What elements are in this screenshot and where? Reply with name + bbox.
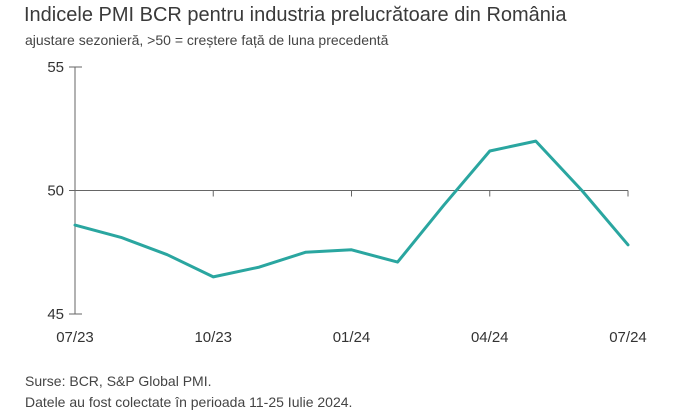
y-tick-label: 55 (47, 59, 64, 76)
x-tick-label: 01/24 (333, 329, 371, 346)
collection-period-note: Datele au fost colectate în perioada 11-… (25, 394, 353, 410)
x-tick-label: 04/24 (471, 329, 509, 346)
x-tick-label: 07/23 (56, 329, 94, 346)
pmi-series-line (73, 139, 630, 279)
x-tick-label: 10/23 (194, 329, 232, 346)
pmi-line-chart: 45 50 55 07/23 10/23 01/24 04/24 07/24 (47, 59, 647, 346)
y-tick-label: 50 (47, 183, 64, 200)
x-tick-label: 07/24 (609, 329, 647, 346)
source-note: Surse: BCR, S&P Global PMI. (25, 373, 212, 389)
y-tick-label: 45 (47, 306, 64, 323)
chart-subtitle: ajustare sezonieră, >50 = creștere față … (25, 32, 389, 48)
chart-title: Indicele PMI BCR pentru industria preluc… (24, 4, 567, 26)
